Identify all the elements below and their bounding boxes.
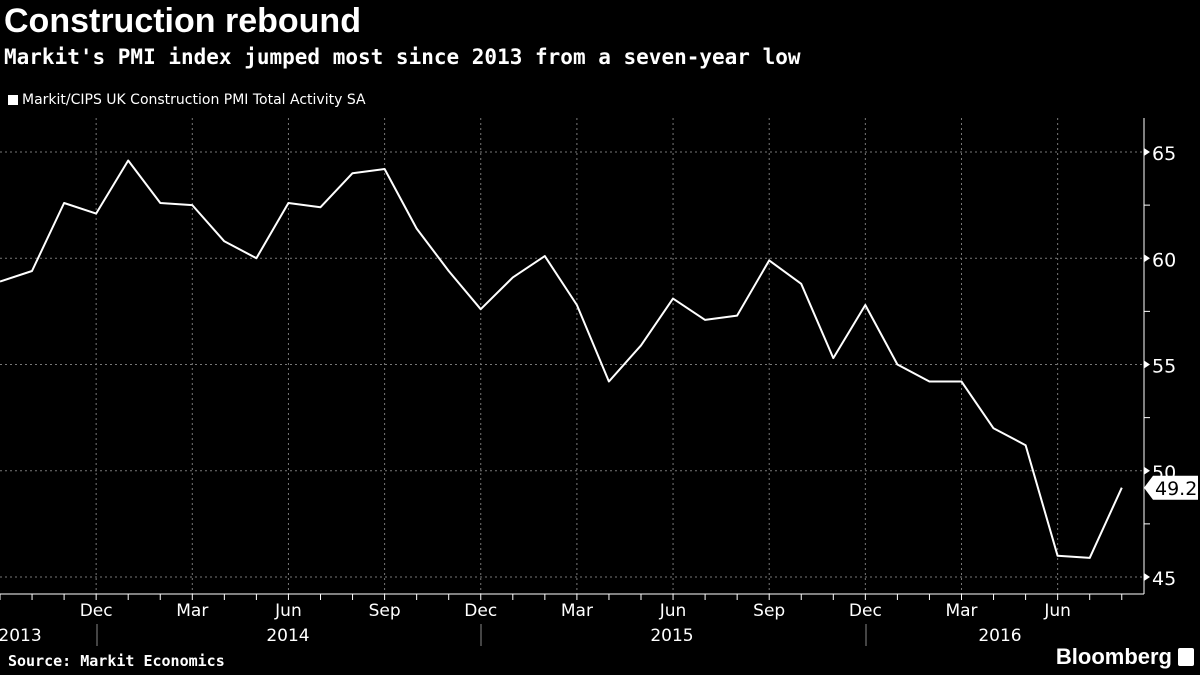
legend: Markit/CIPS UK Construction PMI Total Ac… xyxy=(8,92,366,108)
x-tick-label: Jun xyxy=(1043,601,1071,621)
x-year-label: 2013 xyxy=(0,626,42,646)
legend-label: Markit/CIPS UK Construction PMI Total Ac… xyxy=(22,92,366,108)
bloomberg-logo: Bloomberg xyxy=(1055,644,1172,669)
x-tick-label: Mar xyxy=(176,601,208,621)
series-line xyxy=(0,159,1123,559)
last-value-label: 49.2 xyxy=(1155,478,1197,500)
y-tick xyxy=(1144,254,1150,263)
y-tick-label: 65 xyxy=(1152,143,1176,165)
x-tick-label: Dec xyxy=(80,601,113,621)
x-year-label: 2014 xyxy=(266,626,309,646)
y-tick-label: 45 xyxy=(1152,568,1176,590)
source-note: Source: Markit Economics xyxy=(8,652,225,670)
x-tick-label: Mar xyxy=(945,601,977,621)
x-tick-label: Sep xyxy=(369,601,401,621)
y-tick-label: 60 xyxy=(1152,249,1176,271)
x-tick-label: Mar xyxy=(561,601,593,621)
x-tick-label: Dec xyxy=(849,601,882,621)
chart-subtitle: Markit's PMI index jumped most since 201… xyxy=(4,45,801,69)
x-tick-label: Jun xyxy=(274,601,302,621)
bloomberg-chart-icon xyxy=(1178,648,1194,666)
y-tick-label: 55 xyxy=(1152,356,1176,378)
chart-title: Construction rebound xyxy=(4,2,361,40)
x-tick-label: Sep xyxy=(753,601,785,621)
x-year-label: 2015 xyxy=(650,626,693,646)
y-tick xyxy=(1144,466,1150,475)
legend-swatch xyxy=(8,95,18,105)
y-tick xyxy=(1144,573,1150,581)
last-value-tag xyxy=(1144,475,1198,500)
y-tick xyxy=(1144,360,1150,369)
x-tick-label: Jun xyxy=(659,601,687,621)
y-tick xyxy=(1144,148,1150,156)
x-year-label: 2016 xyxy=(978,626,1021,646)
x-tick-label: Dec xyxy=(464,601,497,621)
